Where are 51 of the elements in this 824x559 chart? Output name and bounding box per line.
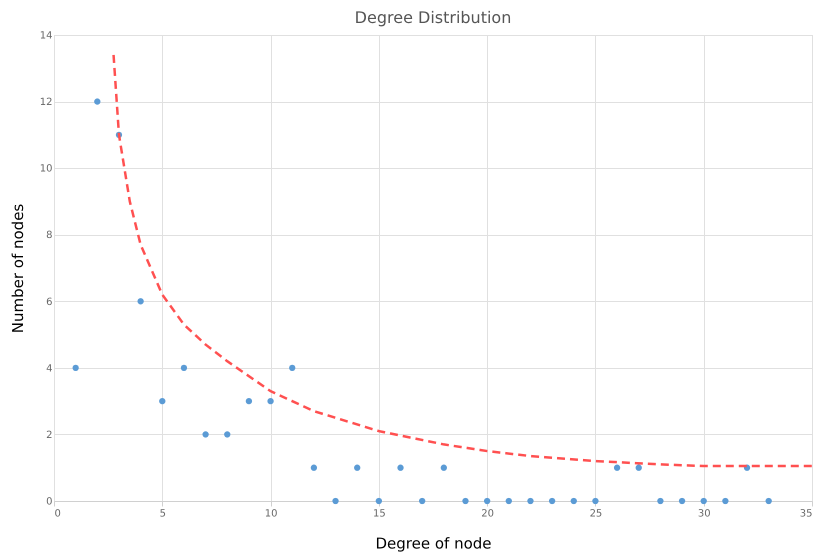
point (766, 498, 772, 504)
line-series (112, 54, 814, 468)
point (548, 498, 556, 504)
point (636, 464, 642, 471)
y-tick-label: 0 (46, 496, 52, 508)
y-tick-label: 2 (46, 430, 52, 441)
y-tick-label: 14 (40, 30, 52, 42)
y-tick-label: 4 (46, 363, 52, 374)
point (657, 498, 664, 504)
x-tick-label: 15 (372, 508, 386, 520)
point (678, 498, 686, 504)
x-tick-label: 35 (800, 508, 812, 520)
point (289, 364, 296, 372)
point (592, 498, 599, 504)
x-tick-label: 10 (264, 508, 278, 520)
point (72, 364, 79, 372)
y-axis-title: Number of nodes (8, 204, 27, 334)
point (700, 498, 707, 504)
x-tick-label: 25 (590, 508, 602, 520)
point (332, 498, 339, 504)
point (484, 498, 490, 504)
x-tick-label: 30 (698, 508, 711, 520)
point (310, 464, 318, 471)
point (570, 498, 577, 504)
point (506, 498, 512, 504)
point (94, 98, 100, 105)
point (137, 298, 144, 304)
point (354, 464, 360, 471)
point (224, 431, 230, 438)
y-tick-label: 12 (40, 97, 52, 108)
y-tick-label: 6 (46, 296, 52, 308)
point (419, 498, 426, 504)
point (397, 464, 404, 471)
point (246, 398, 252, 404)
y-tick-label: 10 (40, 164, 52, 175)
y-tick-label: 8 (46, 230, 52, 242)
point (376, 498, 382, 504)
point (267, 398, 274, 404)
chart-title: Degree Distribution (354, 8, 512, 27)
point (202, 431, 209, 438)
point (527, 498, 534, 504)
x-tick-label: 0 (54, 508, 61, 520)
point (440, 464, 447, 471)
point (614, 464, 620, 471)
x-tick-label: 5 (160, 508, 166, 520)
x-axis-title: Degree of node (375, 534, 492, 552)
x-tick-label: 20 (481, 508, 494, 520)
point (462, 498, 469, 504)
point (159, 398, 166, 404)
point (722, 498, 729, 504)
point (180, 364, 188, 372)
